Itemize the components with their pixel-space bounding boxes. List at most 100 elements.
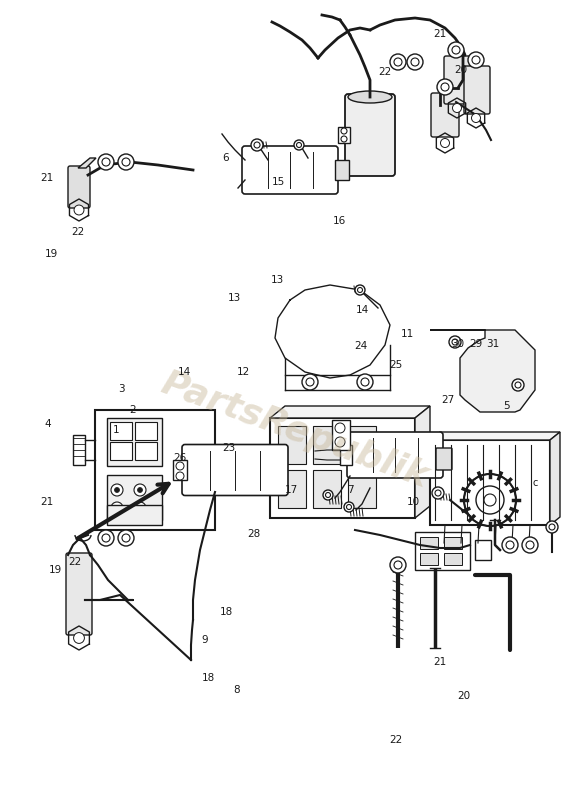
Circle shape (176, 472, 184, 480)
Circle shape (341, 136, 347, 142)
Circle shape (411, 58, 419, 66)
Circle shape (251, 139, 263, 151)
Circle shape (522, 537, 538, 553)
Circle shape (512, 379, 524, 391)
Circle shape (452, 103, 461, 113)
Bar (444, 537, 462, 549)
Circle shape (452, 46, 460, 54)
Circle shape (306, 378, 314, 386)
Polygon shape (550, 432, 560, 525)
Circle shape (74, 633, 84, 643)
Circle shape (114, 506, 119, 510)
Circle shape (114, 487, 119, 493)
Bar (340, 445, 352, 465)
Ellipse shape (348, 91, 392, 103)
Text: 3: 3 (118, 384, 125, 394)
Text: 13: 13 (228, 293, 242, 302)
Bar (95, 410, 215, 530)
Circle shape (335, 437, 345, 447)
Circle shape (323, 490, 333, 500)
Circle shape (138, 506, 143, 510)
Circle shape (118, 530, 134, 546)
Circle shape (390, 557, 406, 573)
Bar (420, 553, 438, 565)
Text: 8: 8 (233, 685, 240, 694)
Circle shape (355, 285, 365, 295)
Circle shape (476, 486, 504, 514)
FancyBboxPatch shape (444, 56, 470, 104)
Circle shape (344, 502, 354, 512)
Text: 29: 29 (469, 339, 482, 349)
Circle shape (297, 142, 302, 147)
Text: 18: 18 (201, 674, 215, 683)
Circle shape (394, 58, 402, 66)
Bar (110, 422, 132, 440)
Circle shape (102, 534, 110, 542)
Text: 10: 10 (406, 498, 420, 507)
Circle shape (468, 52, 484, 68)
Circle shape (549, 524, 555, 530)
Bar (73, 435, 85, 465)
Polygon shape (270, 406, 430, 418)
Circle shape (134, 502, 146, 514)
Text: 15: 15 (272, 178, 285, 187)
Circle shape (472, 56, 480, 64)
Circle shape (452, 339, 458, 345)
Text: c: c (532, 478, 538, 487)
Bar (110, 442, 132, 460)
Circle shape (98, 530, 114, 546)
Polygon shape (430, 330, 535, 412)
Text: 21: 21 (434, 29, 447, 38)
Text: 20: 20 (457, 691, 471, 701)
Circle shape (118, 154, 134, 170)
Text: 21: 21 (434, 658, 447, 667)
Bar (415, 532, 470, 570)
Circle shape (437, 79, 453, 95)
Bar (475, 540, 491, 560)
Text: 27: 27 (441, 395, 455, 405)
Circle shape (176, 462, 184, 470)
Circle shape (449, 336, 461, 348)
Text: 4: 4 (45, 419, 52, 429)
Bar (270, 418, 415, 518)
FancyBboxPatch shape (464, 66, 490, 114)
Bar (107, 505, 162, 525)
Bar (313, 426, 341, 464)
Polygon shape (430, 432, 560, 440)
Circle shape (471, 114, 481, 122)
Text: 17: 17 (285, 485, 298, 494)
Text: 22: 22 (68, 557, 82, 566)
Circle shape (294, 140, 304, 150)
Bar (135, 442, 157, 460)
Polygon shape (415, 406, 430, 518)
Circle shape (134, 484, 146, 496)
Text: 22: 22 (389, 735, 403, 745)
Text: 23: 23 (222, 443, 236, 453)
Circle shape (358, 287, 362, 293)
Text: 11: 11 (401, 330, 414, 339)
Circle shape (390, 54, 406, 70)
Circle shape (546, 521, 558, 533)
Bar (338, 127, 350, 143)
FancyBboxPatch shape (431, 93, 459, 137)
Text: PartsRepublik: PartsRepublik (157, 366, 434, 494)
Text: 18: 18 (220, 607, 233, 617)
Bar (335, 160, 349, 180)
Text: 14: 14 (177, 367, 191, 377)
Circle shape (441, 83, 449, 91)
Text: 28: 28 (247, 530, 260, 539)
FancyBboxPatch shape (242, 146, 338, 194)
Circle shape (111, 484, 123, 496)
Circle shape (357, 374, 373, 390)
Text: 12: 12 (237, 367, 250, 377)
Circle shape (325, 493, 331, 498)
Circle shape (254, 142, 260, 148)
FancyBboxPatch shape (66, 553, 92, 635)
Bar (348, 470, 376, 508)
FancyBboxPatch shape (68, 166, 90, 208)
Circle shape (464, 474, 516, 526)
Text: 30: 30 (451, 339, 464, 349)
Text: 20: 20 (454, 66, 468, 75)
Text: 5: 5 (503, 402, 510, 411)
Circle shape (302, 374, 318, 390)
